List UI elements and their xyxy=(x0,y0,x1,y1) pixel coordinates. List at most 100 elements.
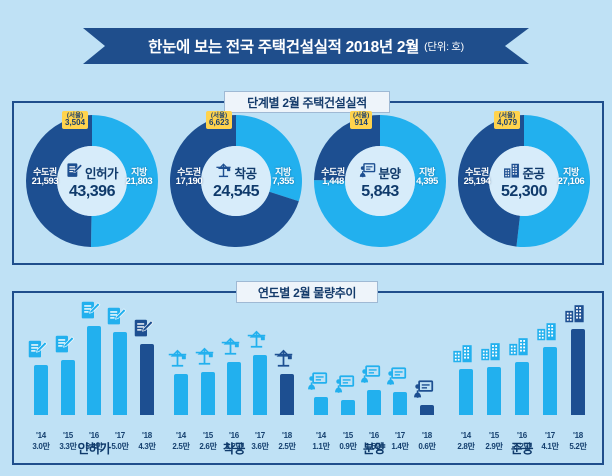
bar-label: '15 3.3만 xyxy=(50,431,86,453)
document-pen-icon xyxy=(80,300,101,326)
bar-rect xyxy=(253,355,267,415)
bar-label: '16 1.5만 xyxy=(356,431,392,453)
bars-container: '14 1.1만 '15 0.9만 xyxy=(308,319,440,451)
bar-label: '18 4.3만 xyxy=(129,431,165,453)
donut-total-value: 5,843 xyxy=(361,182,399,200)
bar-label: '16 3.2만 xyxy=(216,431,252,453)
donut-center: 준공 52,300 xyxy=(489,146,559,216)
bar-label: '15 2.6만 xyxy=(190,431,226,453)
bar-year: '18 xyxy=(573,431,583,441)
seoul-callout-label: (서울) xyxy=(210,112,228,119)
seoul-callout-value: 914 xyxy=(354,118,368,128)
seoul-callout-label: (서울) xyxy=(498,112,516,119)
bar-year: '14 xyxy=(461,431,471,441)
buildings-icon xyxy=(452,343,473,369)
bar-value: 2.5만 xyxy=(278,442,296,452)
bar-chart-group: '14 3.0만 '15 3.3만 xyxy=(28,291,160,461)
bar-label: '18 5.2만 xyxy=(560,431,596,453)
bar-label: '15 2.9만 xyxy=(476,431,512,453)
bar-value: 2.8만 xyxy=(457,442,475,452)
donut-total-value: 43,396 xyxy=(69,182,115,200)
bar-rect xyxy=(227,362,241,415)
bar-rect xyxy=(113,332,127,415)
segment-label-local: 지방 21,803 xyxy=(125,167,153,188)
segment-label-capital: 수도권 17,190 xyxy=(175,167,203,188)
document-pen-icon xyxy=(106,306,127,332)
bar-value: 5.2만 xyxy=(569,442,587,452)
bar-group-title: 준공 xyxy=(510,442,534,456)
bar-year: '17 xyxy=(255,431,265,441)
bar-year: '14 xyxy=(36,431,46,441)
donut-chart: 준공 52,300 수도권 25,194 지방 27,106 (서울) 4,079 xyxy=(458,111,590,247)
bar-year: '16 xyxy=(89,431,99,441)
buildings-icon xyxy=(564,303,585,329)
seoul-callout: (서울) 4,079 xyxy=(494,111,521,129)
bar-year: '18 xyxy=(422,431,432,441)
bars-container: '14 2.8만 '15 2.9만 xyxy=(452,305,592,451)
bar-value: 3.6만 xyxy=(251,442,269,452)
bar-label: '16 3.2만 xyxy=(504,431,540,453)
donut-ring xyxy=(458,115,590,247)
bar-year: '16 xyxy=(229,431,239,441)
bar-year: '16 xyxy=(517,431,527,441)
bar-value: 5.4만 xyxy=(85,442,103,452)
segment-label-local: 지방 4,395 xyxy=(416,167,438,188)
donut-chart-row: 인허가 43,396 수도권 21,593 지방 21,803 (서울) 3,504… xyxy=(12,101,600,261)
bar-value: 0.6만 xyxy=(418,442,436,452)
bar-rect xyxy=(280,374,294,415)
bar-rect xyxy=(571,329,585,415)
bar-label: '17 1.4만 xyxy=(382,431,418,453)
bar-label: '14 3.0만 xyxy=(23,431,59,453)
bar-label: '17 5.0만 xyxy=(102,431,138,453)
bar-label: '14 2.8만 xyxy=(448,431,484,453)
donut-center: 인허가 43,396 xyxy=(57,146,127,216)
presentation-person-icon xyxy=(413,379,434,405)
bar-value: 3.2만 xyxy=(225,442,243,452)
document-pen-icon xyxy=(27,339,48,365)
bar-label: '17 3.6만 xyxy=(242,431,278,453)
bar-year: '18 xyxy=(282,431,292,441)
donut-center: 분양 5,843 xyxy=(345,146,415,216)
page-title: 한눈에 보는 전국 주택건설실적 2018년 2월 xyxy=(148,39,420,56)
donut-total-value: 24,545 xyxy=(213,182,259,200)
bar-rect xyxy=(487,367,501,415)
donut-category-label: 준공 xyxy=(522,167,545,182)
donut-ring xyxy=(26,115,158,247)
donut-ring xyxy=(314,115,446,247)
bar-group-title: 착공 xyxy=(222,442,246,456)
bar-year: '15 xyxy=(489,431,499,441)
bar-rect xyxy=(543,347,557,415)
presentation-person-icon xyxy=(360,364,381,390)
bar-rect xyxy=(393,392,407,415)
bar-year: '18 xyxy=(142,431,152,441)
bar-label: '14 1.1만 xyxy=(303,431,339,453)
bar-value: 1.5만 xyxy=(365,442,383,452)
buildings-icon xyxy=(536,321,557,347)
buildings-icon xyxy=(503,162,520,184)
bar-label: '15 0.9만 xyxy=(330,431,366,453)
presentation-person-icon xyxy=(334,374,355,400)
bar-value: 5.0만 xyxy=(111,442,129,452)
trend-section-title: 연도별 2월 물량추이 xyxy=(236,281,378,303)
presentation-person-icon xyxy=(386,366,407,392)
seoul-callout-label: (서울) xyxy=(353,112,370,119)
bar-group-title: 분양 xyxy=(362,442,386,456)
bar-group-title: 인허가 xyxy=(77,442,111,456)
bar-value: 3.3만 xyxy=(59,442,77,452)
seoul-callout: (서울) 3,504 xyxy=(62,111,89,129)
seoul-callout-value: 4,079 xyxy=(497,118,518,128)
donut-category-label: 분양 xyxy=(378,167,401,182)
bar-rect xyxy=(515,362,529,415)
segment-label-local: 지방 7,355 xyxy=(272,167,294,188)
donut-center: 착공 24,545 xyxy=(201,146,271,216)
bar-rect xyxy=(61,360,75,415)
buildings-icon xyxy=(508,336,529,362)
crane-icon xyxy=(246,329,267,355)
bar-year: '17 xyxy=(395,431,405,441)
buildings-icon xyxy=(480,341,501,367)
bars-container: '14 2.5만 '15 2.6만 xyxy=(168,319,300,451)
bar-year: '15 xyxy=(343,431,353,441)
crane-icon xyxy=(194,346,215,372)
bar-value: 1.4만 xyxy=(391,442,409,452)
bar-label: '16 5.4만 xyxy=(76,431,112,453)
